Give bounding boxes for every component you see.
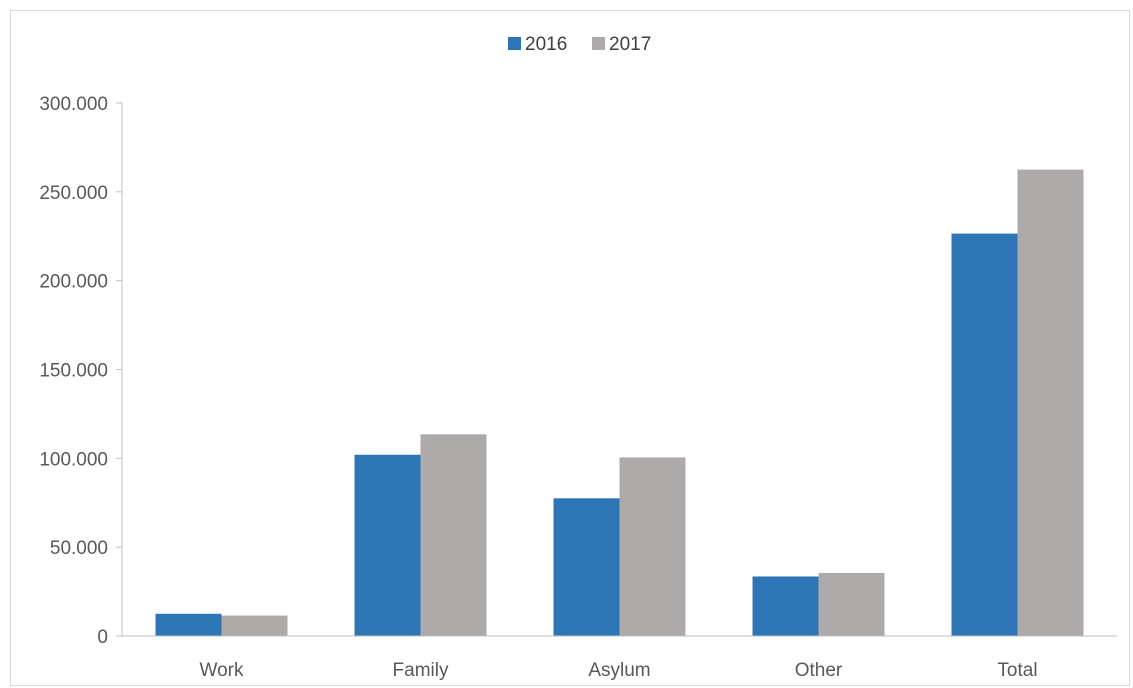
- y-tick-label: 150.000: [39, 361, 108, 382]
- x-tick-label: Total: [997, 660, 1037, 681]
- y-axis: 0 50.000 100.000 150.000 200.000 250.000 300.0…: [39, 94, 123, 648]
- bar-2016-other: [752, 576, 819, 636]
- x-tick-label: Other: [795, 660, 843, 681]
- bar-2017-asylum: [619, 457, 686, 636]
- bar-2016-family: [354, 454, 421, 636]
- y-tick-label: 0: [97, 627, 108, 648]
- y-tick-label: 300.000: [39, 94, 108, 115]
- bar-2017-work: [221, 615, 288, 636]
- chart-legend: 2016 2017: [508, 34, 651, 55]
- y-tick-label: 100.000: [39, 449, 108, 470]
- bar-2016-asylum: [553, 498, 620, 636]
- legend-swatch-2017: [592, 37, 605, 50]
- x-tick-label: Work: [200, 660, 244, 681]
- legend-swatch-2016: [508, 37, 521, 50]
- x-axis: Work Family Asylum Other Total: [122, 635, 1117, 681]
- x-tick-label: Family: [393, 660, 449, 681]
- bar-2016-work: [155, 613, 222, 636]
- bar-series-group: [155, 169, 1084, 636]
- y-tick-label: 250.000: [39, 183, 108, 204]
- bar-2017-total: [1017, 169, 1084, 636]
- bar-2017-other: [818, 572, 885, 636]
- legend-label-2016: 2016: [525, 34, 567, 55]
- y-tick-label: 50.000: [50, 538, 108, 559]
- bar-2016-total: [951, 233, 1018, 636]
- x-tick-label: Asylum: [588, 660, 650, 681]
- y-tick-label: 200.000: [39, 272, 108, 293]
- bar-2017-family: [420, 434, 487, 636]
- legend-label-2017: 2017: [609, 34, 651, 55]
